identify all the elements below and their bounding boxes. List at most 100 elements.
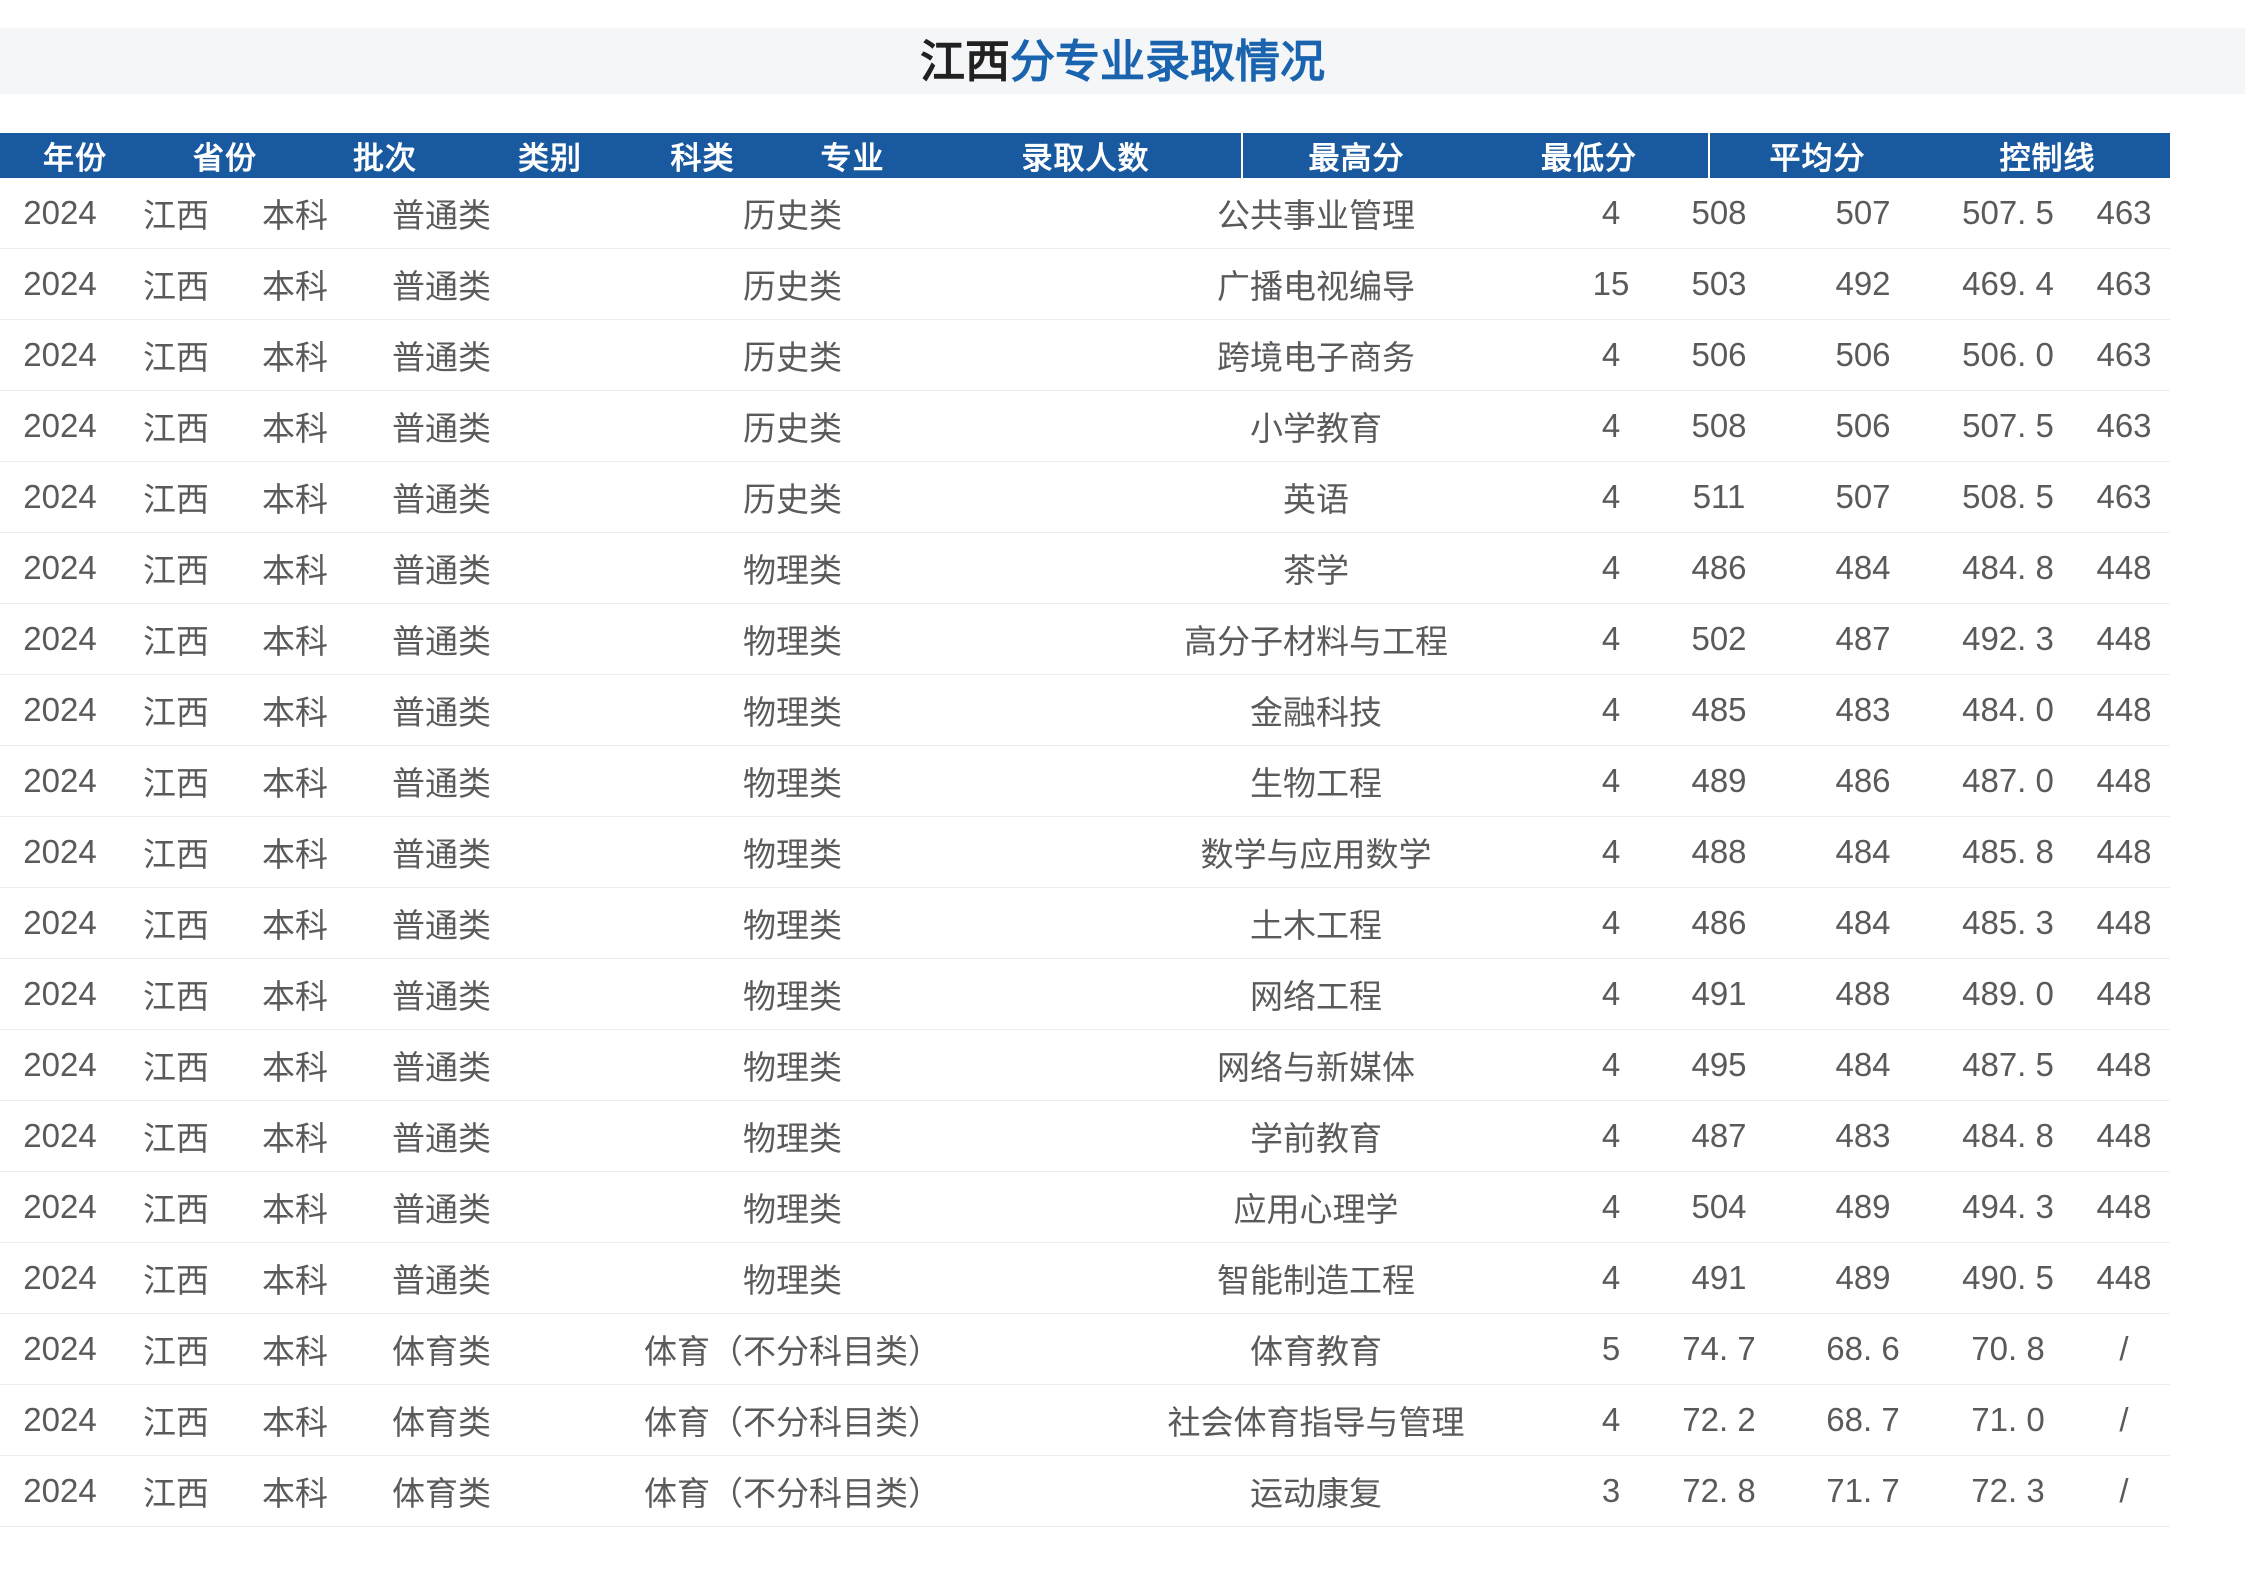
cell-province: 江西	[143, 552, 209, 589]
cell-year: 2024	[23, 1259, 97, 1296]
cell-batch: 本科	[262, 1262, 328, 1299]
table-row: 2024 江西 本科 普通类 历史类 公共事业管理 4 508 507 507. 5 463	[0, 178, 2170, 249]
cell-max-score: 72. 2	[1682, 1401, 1756, 1438]
cell-category: 普通类	[392, 1120, 491, 1157]
cell-year: 2024	[23, 620, 97, 657]
cell-major: 应用心理学	[1233, 1191, 1399, 1228]
cell-max-score: 502	[1691, 620, 1747, 657]
column-header-batch: 批次	[353, 141, 417, 176]
table-row: 2024 江西 本科 普通类 物理类 应用心理学 4 504 489 494. 3 448	[0, 1172, 2170, 1243]
cell-max-score: 487	[1691, 1117, 1747, 1154]
column-header-subject-type: 科类	[670, 141, 735, 176]
cell-category: 普通类	[392, 1049, 491, 1086]
cell-year: 2024	[23, 691, 97, 728]
cell-province: 江西	[143, 1475, 209, 1512]
cell-avg-score: 70. 8	[1971, 1330, 2045, 1367]
cell-subject-type: 物理类	[743, 694, 842, 731]
cell-category: 普通类	[392, 978, 491, 1015]
cell-subject-type: 体育（不分科目类）	[644, 1475, 941, 1512]
cell-batch: 本科	[262, 978, 328, 1015]
cell-major: 智能制造工程	[1217, 1262, 1415, 1299]
cell-control-line: /	[2119, 1330, 2129, 1367]
cell-major: 网络与新媒体	[1217, 1049, 1415, 1086]
table-row: 2024 江西 本科 普通类 物理类 金融科技 4 485 483 484. 0 448	[0, 675, 2170, 746]
cell-min-score: 507	[1835, 478, 1891, 515]
cell-subject-type: 历史类	[743, 410, 842, 447]
cell-subject-type: 物理类	[743, 1191, 842, 1228]
cell-year: 2024	[23, 1188, 97, 1225]
table-row: 2024 江西 本科 普通类 物理类 生物工程 4 489 486 487. 0 448	[0, 746, 2170, 817]
cell-province: 江西	[143, 197, 209, 234]
cell-min-score: 483	[1835, 1117, 1891, 1154]
cell-province: 江西	[143, 978, 209, 1015]
table-row: 2024 江西 本科 普通类 物理类 学前教育 4 487 483 484. 8 448	[0, 1101, 2170, 1172]
cell-province: 江西	[143, 268, 209, 305]
column-header-major: 专业	[820, 141, 885, 176]
cell-max-score: 491	[1691, 975, 1747, 1012]
cell-province: 江西	[143, 765, 209, 802]
column-header-control-line: 控制线	[1999, 141, 2096, 176]
cell-major: 数学与应用数学	[1200, 836, 1432, 873]
cell-batch: 本科	[262, 552, 328, 589]
cell-batch: 本科	[262, 1333, 328, 1370]
cell-category: 普通类	[392, 907, 491, 944]
cell-avg-score: 508. 5	[1962, 478, 2054, 515]
cell-year: 2024	[23, 1117, 97, 1154]
cell-subject-type: 物理类	[743, 1049, 842, 1086]
cell-major: 英语	[1283, 481, 1349, 518]
cell-province: 江西	[143, 836, 209, 873]
column-header-category: 类别	[518, 141, 582, 176]
cell-year: 2024	[23, 904, 97, 941]
cell-avg-score: 71. 0	[1971, 1401, 2045, 1438]
column-header-admitted-count: 录取人数	[1021, 141, 1150, 176]
cell-category: 普通类	[392, 268, 491, 305]
cell-category: 普通类	[392, 765, 491, 802]
cell-major: 金融科技	[1250, 694, 1382, 731]
cell-province: 江西	[143, 1191, 209, 1228]
cell-control-line: 448	[2096, 1188, 2152, 1225]
cell-avg-score: 489. 0	[1962, 975, 2054, 1012]
cell-control-line: 463	[2096, 478, 2152, 515]
cell-province: 江西	[143, 1262, 209, 1299]
cell-province: 江西	[143, 1120, 209, 1157]
cell-year: 2024	[23, 762, 97, 799]
cell-min-score: 489	[1835, 1188, 1891, 1225]
cell-province: 江西	[143, 481, 209, 518]
cell-control-line: /	[2119, 1401, 2129, 1438]
cell-major: 小学教育	[1250, 410, 1382, 447]
table-row: 2024 江西 本科 普通类 物理类 网络工程 4 491 488 489. 0 448	[0, 959, 2170, 1030]
cell-year: 2024	[23, 1472, 97, 1509]
cell-min-score: 487	[1835, 620, 1891, 657]
cell-max-score: 485	[1691, 691, 1747, 728]
cell-avg-score: 485. 3	[1962, 904, 2054, 941]
page-title-rest: 分专业录取情况	[1010, 35, 1326, 87]
cell-batch: 本科	[262, 481, 328, 518]
table-row: 2024 江西 本科 普通类 物理类 土木工程 4 486 484 485. 3 448	[0, 888, 2170, 959]
cell-year: 2024	[23, 265, 97, 302]
cell-batch: 本科	[262, 694, 328, 731]
cell-avg-score: 487. 0	[1962, 762, 2054, 799]
cell-max-score: 74. 7	[1682, 1330, 1756, 1367]
cell-province: 江西	[143, 1404, 209, 1441]
cell-min-score: 71. 7	[1826, 1472, 1900, 1509]
cell-year: 2024	[23, 975, 97, 1012]
cell-batch: 本科	[262, 197, 328, 234]
cell-max-score: 508	[1691, 194, 1747, 231]
cell-control-line: 448	[2096, 691, 2152, 728]
cell-subject-type: 物理类	[743, 907, 842, 944]
cell-province: 江西	[143, 339, 209, 376]
cell-category: 体育类	[392, 1333, 491, 1370]
cell-subject-type: 历史类	[743, 339, 842, 376]
cell-batch: 本科	[262, 1120, 328, 1157]
cell-year: 2024	[23, 478, 97, 515]
cell-category: 普通类	[392, 1262, 491, 1299]
cell-major: 广播电视编导	[1217, 268, 1415, 305]
cell-max-score: 488	[1691, 833, 1747, 870]
cell-year: 2024	[23, 1401, 97, 1438]
cell-category: 普通类	[392, 197, 491, 234]
cell-avg-score: 485. 8	[1962, 833, 2054, 870]
cell-year: 2024	[23, 407, 97, 444]
cell-admitted-count: 4	[1601, 407, 1621, 444]
cell-category: 普通类	[392, 481, 491, 518]
cell-major: 土木工程	[1250, 907, 1382, 944]
